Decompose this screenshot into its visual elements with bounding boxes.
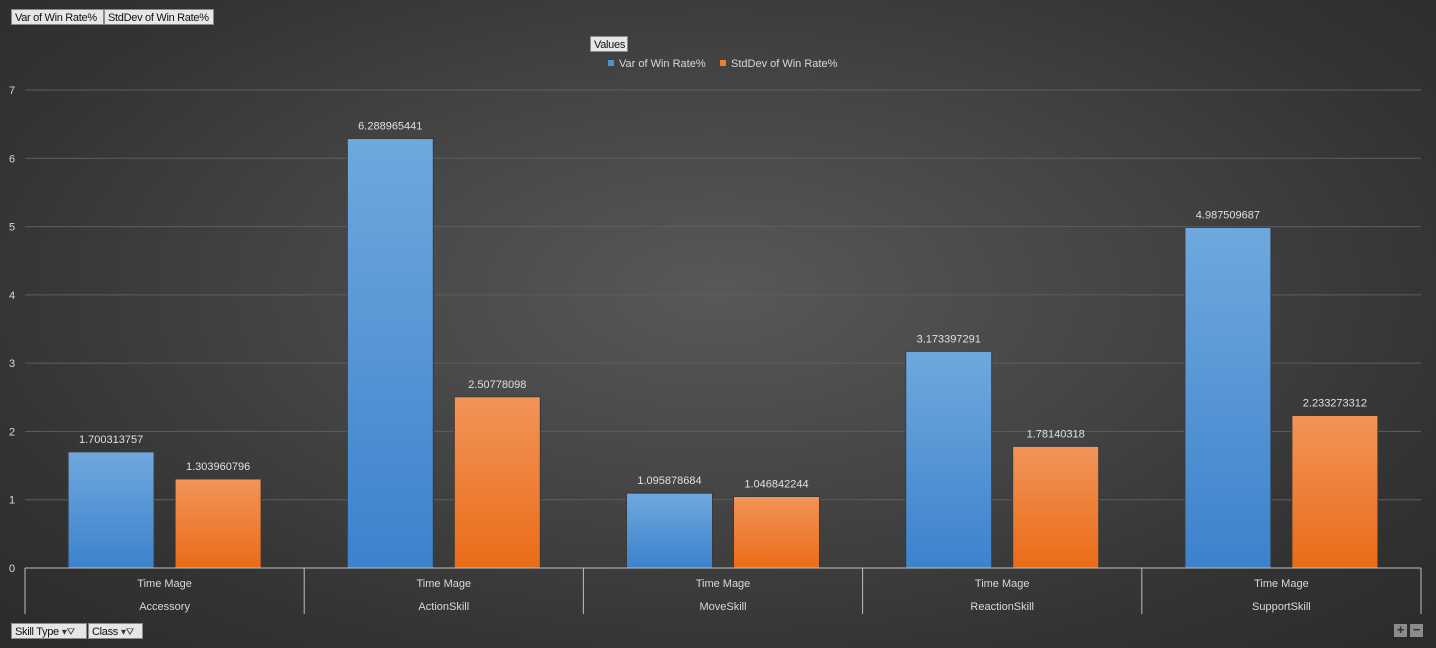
legend-swatch-orange	[720, 60, 726, 66]
bar-var[interactable]	[626, 492, 713, 569]
bar-stddev[interactable]	[174, 478, 262, 569]
legend-item-var: Var of Win Rate%	[608, 58, 706, 70]
bar-stddev[interactable]	[453, 396, 541, 569]
x-tick-label: Time Mage	[416, 578, 471, 590]
axis-field-label-class: Class	[92, 626, 119, 638]
x-group-label: Accessory	[139, 601, 190, 613]
filter-dropdown-icon: ▾⛛	[61, 627, 75, 638]
data-label: 3.173397291	[917, 333, 981, 345]
collapse-field-button[interactable]: −	[1410, 623, 1423, 637]
bar-var[interactable]	[905, 350, 993, 569]
bar-stddev[interactable]	[1291, 414, 1379, 569]
legend-swatch-blue	[608, 60, 614, 66]
bar-var[interactable]	[1184, 226, 1272, 569]
y-tick-label: 1	[9, 495, 15, 507]
y-tick-label: 2	[9, 426, 15, 438]
bar-stddev[interactable]	[1012, 445, 1100, 569]
y-tick-label: 5	[9, 222, 15, 234]
axis-field-button-skill-type[interactable]: Skill Type ▾⛛	[11, 623, 87, 639]
x-group-label: SupportSkill	[1252, 601, 1311, 613]
filter-dropdown-icon: ▾⛛	[121, 627, 134, 638]
data-label: 1.095878684	[637, 475, 701, 487]
x-tick-label: Time Mage	[975, 578, 1030, 590]
data-label: 1.700313757	[79, 434, 143, 446]
expand-field-button[interactable]: +	[1394, 623, 1407, 637]
x-tick-label: Time Mage	[696, 578, 751, 590]
y-tick-label: 0	[9, 563, 15, 575]
x-tick-label: Time Mage	[137, 578, 192, 590]
legend-label-var: Var of Win Rate%	[619, 58, 706, 70]
axis-field-button-class[interactable]: Class ▾⛛	[88, 623, 143, 639]
x-tick-label: Time Mage	[1254, 578, 1309, 590]
field-button-stddev-win-rate[interactable]: StdDev of Win Rate%	[104, 9, 214, 25]
x-group-label: ReactionSkill	[970, 601, 1034, 613]
x-group-label: MoveSkill	[699, 601, 746, 613]
y-tick-label: 7	[9, 85, 15, 97]
bar-stddev[interactable]	[733, 496, 820, 569]
data-label: 1.046842244	[744, 479, 808, 491]
field-button-var-win-rate[interactable]: Var of Win Rate%	[11, 9, 104, 25]
data-label: 1.303960796	[186, 461, 250, 473]
data-label: 2.50778098	[468, 379, 526, 391]
legend-item-stddev: StdDev of Win Rate%	[720, 58, 837, 70]
axis-field-label-skill-type: Skill Type	[15, 626, 59, 638]
bar-var[interactable]	[67, 451, 155, 569]
data-label: 1.78140318	[1027, 428, 1085, 440]
legend-field-button-values[interactable]: Values	[590, 36, 628, 52]
x-group-label: ActionSkill	[418, 601, 469, 613]
legend-label-stddev: StdDev of Win Rate%	[731, 58, 838, 70]
bar-var[interactable]	[346, 138, 434, 569]
data-label: 4.987509687	[1196, 209, 1260, 221]
y-tick-label: 3	[9, 358, 15, 370]
data-label: 2.233273312	[1303, 397, 1367, 409]
y-tick-label: 4	[9, 290, 15, 302]
data-label: 6.288965441	[358, 121, 422, 133]
y-tick-label: 6	[9, 153, 15, 165]
